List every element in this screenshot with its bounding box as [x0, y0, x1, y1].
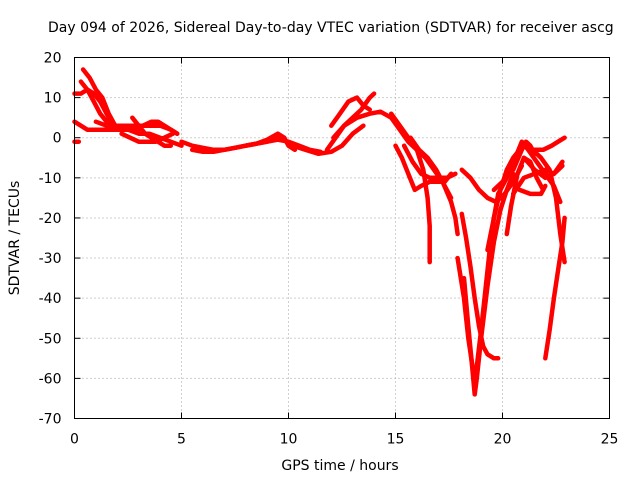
- x-tick-labels: 0 5 10 15 20 25: [70, 432, 618, 448]
- x-tick-label: 25: [601, 432, 619, 448]
- x-tick-label: 0: [70, 432, 79, 448]
- series-arc-25: [459, 163, 525, 205]
- y-tick-label: 20: [44, 51, 62, 67]
- x-tick-label: 15: [387, 432, 405, 448]
- plot-frame: [74, 57, 610, 419]
- series-arc-14: [290, 123, 366, 157]
- series-arc-2: [80, 67, 124, 132]
- series-arc-9: [130, 115, 174, 148]
- series-arc-16: [329, 95, 373, 128]
- y-tick-label: 0: [53, 131, 62, 147]
- series-arc-18: [388, 111, 432, 265]
- series-arc-34: [543, 215, 567, 361]
- y-tick-label: -30: [39, 251, 62, 267]
- series-arc-21: [408, 135, 454, 201]
- series-arc-8: [119, 131, 176, 144]
- axis-ticks: [74, 57, 610, 419]
- series-arc-13: [243, 131, 298, 153]
- series-arc-31: [521, 155, 565, 181]
- x-tick-label: 10: [280, 432, 298, 448]
- y-tick-label: -60: [39, 371, 62, 387]
- series-arc-32: [532, 135, 567, 153]
- series-arc-22: [459, 211, 501, 361]
- data-series-layer: [72, 67, 567, 397]
- y-axis-label: SDTVAR / TECUs: [7, 181, 23, 296]
- y-tick-label: -10: [39, 171, 62, 187]
- x-axis-label: GPS time / hours: [281, 458, 398, 474]
- y-tick-labels: 20 10 0 -10 -20 -30 -40 -50 -60 -70: [39, 51, 62, 428]
- y-tick-label: -20: [39, 211, 62, 227]
- series-arc-20: [401, 143, 458, 181]
- y-tick-label: -40: [39, 291, 62, 307]
- series-arc-10: [140, 119, 180, 136]
- series-arc-24: [461, 171, 516, 397]
- x-tick-label: 5: [177, 432, 186, 448]
- series-arc-33: [517, 183, 548, 197]
- chart-title: Day 094 of 2026, Sidereal Day-to-day VTE…: [48, 20, 614, 36]
- x-tick-label: 20: [494, 432, 512, 448]
- y-tick-label: -50: [39, 331, 62, 347]
- y-tick-label: -70: [39, 412, 62, 428]
- series-arc-28: [491, 139, 537, 193]
- series-arc-6: [93, 119, 184, 148]
- y-tick-label: 10: [44, 91, 62, 107]
